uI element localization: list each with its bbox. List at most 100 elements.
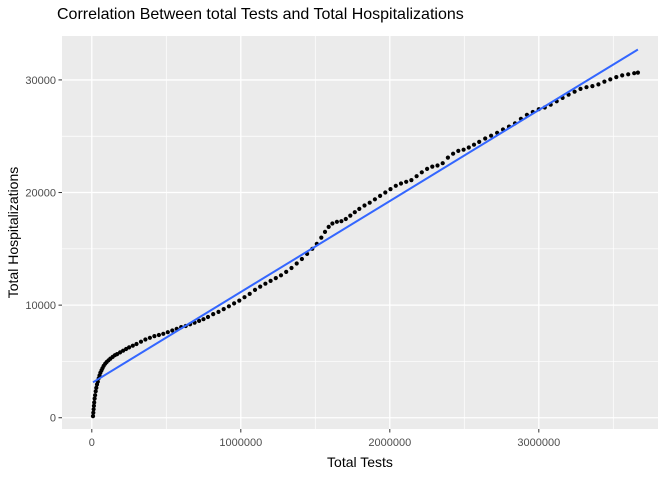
scatter-point (414, 174, 419, 179)
scatter-point (471, 142, 477, 147)
scatter-point (134, 341, 139, 347)
scatter-point (339, 219, 344, 224)
y-tick-label: 0 (50, 413, 56, 425)
scatter-point (456, 148, 461, 153)
scatter-point (440, 161, 445, 166)
scatter-point (584, 85, 589, 90)
x-tick-label: 3000000 (517, 437, 560, 449)
scatter-point (393, 183, 398, 188)
scatter-point (156, 332, 161, 338)
scatter-point (596, 82, 601, 87)
scatter-point (383, 190, 388, 195)
scatter-point (445, 155, 450, 160)
scatter-point (94, 385, 99, 390)
y-axis-title: Total Hospitalizations (5, 167, 21, 299)
chart-title: Correlation Between total Tests and Tota… (57, 6, 464, 23)
scatter-point (635, 70, 641, 75)
scatter-point (372, 197, 377, 202)
scatter-point (319, 235, 324, 240)
scatter-point (247, 291, 252, 296)
scatter-point (632, 71, 637, 76)
scatter-point (572, 89, 577, 94)
scatter-point (378, 193, 383, 198)
scatter-point (404, 179, 409, 184)
scatter-point (451, 151, 456, 156)
scatter-point (216, 309, 221, 314)
scatter-point (143, 337, 148, 342)
scatter-point (91, 410, 96, 415)
scatter-point (322, 229, 328, 234)
scatter-point (90, 414, 96, 419)
scatter-point (326, 224, 331, 229)
scatter-point (263, 281, 268, 286)
scatter-point (91, 407, 96, 412)
scatter-point (483, 136, 488, 141)
scatter-point (626, 72, 631, 77)
scatter-point (409, 178, 414, 183)
scatter-point (357, 206, 362, 211)
scatter-point (352, 210, 357, 215)
scatter-point (348, 213, 353, 218)
scatter-point (91, 403, 96, 408)
scatter-point (205, 314, 211, 320)
y-tick-label: 10000 (25, 300, 56, 312)
scatter-point (398, 181, 404, 186)
scatter-point (289, 265, 294, 271)
x-axis-title: Total Tests (327, 454, 393, 470)
scatter-point (170, 328, 175, 333)
scatter-point (92, 396, 97, 401)
scatter-point (237, 298, 242, 303)
scatter-point (367, 200, 372, 205)
scatter-point (278, 273, 284, 278)
scatter-point (602, 79, 607, 84)
scatter-point (127, 345, 132, 350)
scatter-point (165, 330, 170, 335)
scatter-point (268, 278, 273, 283)
scatter-point (130, 343, 135, 348)
scatter-point (273, 276, 278, 281)
scatter-point (147, 335, 152, 340)
scatter-point (334, 219, 339, 224)
scatter-point (590, 84, 595, 89)
scatter-point (93, 393, 98, 398)
scatter-point (425, 166, 430, 171)
scatter-point (284, 269, 289, 274)
scatter-point (138, 339, 144, 344)
scatter-point (608, 77, 613, 82)
scatter-point (435, 163, 440, 168)
scatter-point (242, 295, 247, 300)
scatter-point (362, 203, 367, 208)
scatter-point (343, 216, 348, 222)
scatter-point (477, 139, 482, 144)
scatter-point (430, 164, 435, 169)
scatter-point (330, 221, 335, 226)
scatter-point (461, 147, 466, 152)
scatter-point (226, 304, 231, 309)
scatter-point (252, 287, 258, 292)
scatter-point (258, 284, 263, 289)
scatter-point (578, 86, 583, 91)
scatter-point (197, 318, 202, 323)
scatter-point (388, 187, 393, 192)
scatter-point (201, 317, 206, 322)
scatter-point (614, 75, 619, 80)
scatter-point (620, 73, 625, 78)
y-tick-label: 20000 (25, 188, 56, 200)
scatter-point (152, 334, 157, 339)
regression-line (92, 48, 639, 384)
x-tick-label: 2000000 (368, 437, 411, 449)
scatter-point (211, 312, 216, 317)
scatter-point (161, 331, 166, 336)
scatter-point (466, 145, 471, 150)
scatter-point (221, 307, 226, 312)
scatter-point (419, 170, 424, 175)
scatter-point (489, 133, 494, 138)
scatter-point (294, 261, 299, 266)
scatter-point (93, 389, 98, 394)
y-tick-label: 30000 (25, 75, 56, 87)
scatter-point (232, 301, 237, 306)
x-tick-label: 1000000 (219, 437, 262, 449)
x-tick-label: 0 (89, 437, 95, 449)
